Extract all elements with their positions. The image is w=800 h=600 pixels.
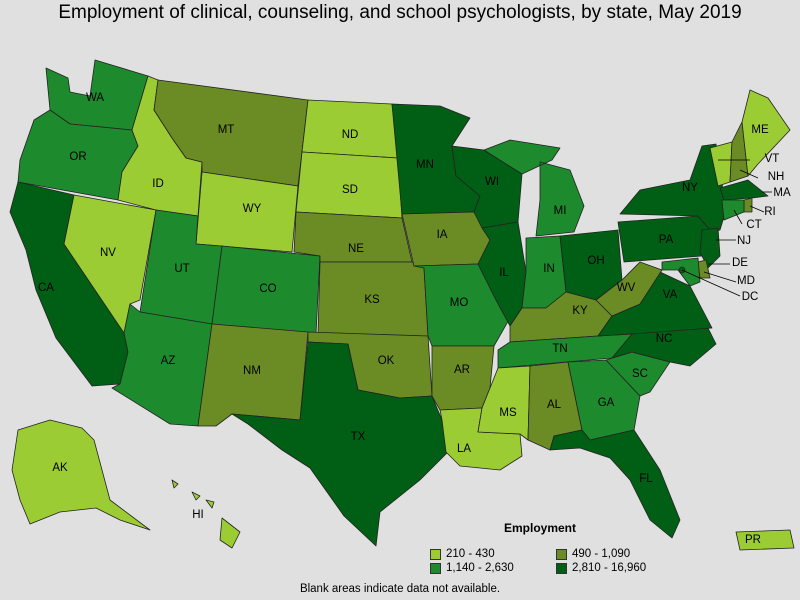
state-label-TX: TX (351, 431, 366, 443)
state-label-ND: ND (342, 129, 359, 141)
state-AK[interactable] (11, 419, 151, 531)
legend-swatch (556, 562, 567, 574)
legend-swatch (430, 562, 441, 574)
state-label-WV: WV (617, 282, 636, 294)
state-label-FL: FL (639, 473, 653, 485)
state-label-UT: UT (174, 263, 189, 275)
state-ME[interactable] (741, 89, 791, 177)
state-label-VA: VA (663, 289, 678, 301)
state-label-NC: NC (656, 333, 673, 345)
legend-item: 2,810 - 16,960 (556, 562, 646, 574)
legend-title: Employment (504, 521, 577, 535)
state-label-VT: VT (765, 153, 780, 165)
state-label-HI: HI (192, 509, 204, 521)
leader-lines (681, 159, 772, 297)
state-label-LA: LA (457, 443, 471, 455)
footnote: Blank areas indicate data not available. (299, 583, 501, 595)
state-label-PA: PA (659, 234, 674, 246)
state-label-OR: OR (69, 151, 86, 163)
state-label-NH: NH (768, 171, 785, 183)
state-label-OK: OK (378, 355, 395, 367)
state-PR[interactable] (735, 529, 795, 551)
state-label-MI: MI (554, 205, 567, 217)
state-FL[interactable] (549, 429, 681, 539)
state-CT[interactable] (721, 199, 745, 221)
legend-item: 490 - 1,090 (556, 548, 630, 560)
state-label-IN: IN (543, 263, 555, 275)
state-label-KS: KS (364, 294, 380, 306)
state-TX[interactable] (231, 341, 449, 547)
state-label-MA: MA (773, 187, 791, 199)
legend-label: 2,810 - 16,960 (572, 562, 647, 574)
state-label-KY: KY (572, 305, 588, 317)
legend-swatch (556, 548, 567, 560)
state-label-NJ: NJ (737, 235, 751, 247)
state-label-NV: NV (100, 247, 116, 259)
state-label-WA: WA (86, 92, 104, 104)
state-label-NE: NE (348, 243, 364, 255)
state-label-MT: MT (218, 124, 235, 136)
state-label-IL: IL (499, 267, 509, 279)
state-labels: WA OR CA NV ID MT WY UT AZ CO NM ND SD NE KS OK TX MN IA MO… (38, 92, 791, 546)
state-label-NM: NM (243, 365, 261, 377)
legend-label: 210 - 430 (446, 548, 495, 560)
state-label-DE: DE (732, 257, 748, 269)
state-RI[interactable] (743, 197, 753, 213)
map-title: Employment of clinical, counseling, and … (58, 2, 742, 23)
state-label-NY: NY (682, 182, 698, 194)
state-label-AL: AL (547, 399, 562, 411)
state-label-DC: DC (742, 291, 759, 303)
state-label-IA: IA (437, 229, 448, 241)
state-label-SC: SC (632, 368, 648, 380)
state-label-OH: OH (587, 255, 604, 267)
state-label-CO: CO (259, 283, 276, 295)
state-label-ID: ID (152, 178, 164, 190)
state-MI[interactable] (483, 139, 585, 237)
state-NJ[interactable] (699, 227, 721, 269)
state-label-PR: PR (745, 534, 761, 546)
state-label-GA: GA (598, 397, 615, 409)
legend-label: 1,140 - 2,630 (446, 562, 514, 574)
legend-item: 1,140 - 2,630 (430, 562, 514, 574)
state-label-MS: MS (499, 407, 517, 419)
legend-item: 210 - 430 (430, 548, 495, 560)
state-label-MD: MD (737, 275, 755, 287)
state-label-MN: MN (416, 159, 434, 171)
legend-label: 490 - 1,090 (572, 548, 631, 560)
state-label-RI: RI (764, 206, 776, 218)
state-label-ME: ME (751, 124, 769, 136)
state-label-WY: WY (243, 203, 262, 215)
state-label-AZ: AZ (161, 355, 176, 367)
state-HI[interactable] (171, 479, 241, 549)
state-label-CT: CT (746, 219, 761, 231)
state-label-CA: CA (38, 282, 54, 294)
state-label-TN: TN (552, 343, 567, 355)
state-label-AK: AK (52, 462, 68, 474)
state-label-AR: AR (454, 364, 470, 376)
state-label-SD: SD (342, 184, 358, 196)
state-label-WI: WI (485, 176, 499, 188)
state-label-MO: MO (450, 297, 469, 309)
legend-swatch (430, 548, 441, 560)
state-MA[interactable] (719, 179, 769, 201)
